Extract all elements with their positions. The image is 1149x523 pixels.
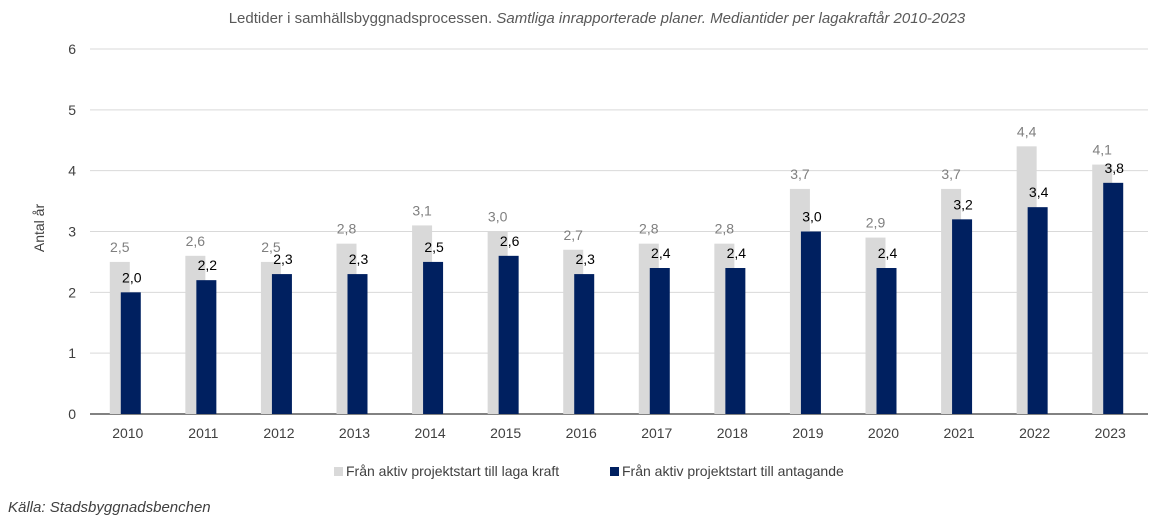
data-label-laga-kraft: 3,1 — [412, 202, 432, 218]
bar-antagande — [423, 261, 444, 414]
data-label-laga-kraft: 4,4 — [1017, 123, 1037, 139]
data-label-antagande: 2,4 — [651, 245, 671, 261]
data-label-antagande: 2,5 — [424, 239, 444, 255]
legend-swatch — [334, 467, 343, 476]
bar-antagande — [271, 274, 292, 414]
chart-subtitle: Samtliga inrapporterade planer. Medianti… — [496, 10, 966, 27]
x-tick-label: 2016 — [566, 425, 597, 441]
y-tick-label: 3 — [68, 224, 76, 240]
data-label-antagande: 3,2 — [953, 196, 973, 212]
y-tick-label: 0 — [68, 406, 76, 422]
gridlines — [90, 48, 1148, 415]
x-tick-label: 2013 — [339, 425, 370, 441]
data-label-laga-kraft: 2,9 — [866, 215, 886, 231]
data-label-laga-kraft: 3,7 — [941, 166, 961, 182]
y-tick-label: 2 — [68, 284, 76, 300]
data-label-antagande: 2,4 — [878, 245, 898, 261]
bar-antagande — [725, 268, 746, 414]
x-tick-label: 2017 — [641, 425, 672, 441]
legend-swatch — [610, 467, 619, 476]
data-label-antagande: 3,8 — [1104, 160, 1124, 176]
bar-antagande — [1103, 182, 1124, 414]
x-tick-label: 2012 — [263, 425, 294, 441]
data-label-laga-kraft: 3,0 — [488, 209, 508, 225]
data-label-antagande: 2,4 — [727, 245, 747, 261]
x-tick-label: 2022 — [1019, 425, 1050, 441]
bar-antagande — [347, 274, 368, 414]
data-label-laga-kraft: 3,7 — [790, 166, 810, 182]
bar-antagande — [498, 255, 519, 414]
data-label-laga-kraft: 2,5 — [110, 239, 130, 255]
x-tick-label: 2018 — [717, 425, 748, 441]
data-label-antagande: 3,0 — [802, 209, 822, 225]
bars — [109, 146, 1124, 415]
bar-antagande — [952, 219, 973, 414]
data-label-antagande: 2,3 — [575, 251, 595, 267]
data-label-laga-kraft: 2,5 — [261, 239, 281, 255]
y-tick-label: 4 — [68, 163, 76, 179]
y-axis-ticks: 0 1 2 3 4 5 6 — [68, 41, 76, 422]
data-label-laga-kraft: 2,8 — [337, 221, 357, 237]
data-label-antagande: 2,3 — [349, 251, 369, 267]
source-note: Källa: Stadsbyggnadsbenchen — [8, 499, 211, 516]
bar-antagande — [1027, 207, 1048, 414]
x-tick-label: 2023 — [1095, 425, 1126, 441]
x-tick-label: 2019 — [792, 425, 823, 441]
x-tick-label: 2010 — [112, 425, 143, 441]
data-label-antagande: 2,6 — [500, 233, 520, 249]
data-label-laga-kraft: 2,8 — [715, 221, 735, 237]
data-label-antagande: 2,0 — [122, 269, 142, 285]
x-axis-ticks: 2010 2011 2012 2013 2014 2015 2016 2017 2018 2019… — [112, 425, 1126, 441]
data-label-laga-kraft: 4,1 — [1092, 142, 1112, 158]
data-labels: 2,52,02,62,22,52,32,82,33,12,53,02,6 2,72… — [110, 123, 1124, 285]
legend-label: Från aktiv projektstart till laga kraft — [346, 463, 559, 479]
bar-antagande — [649, 268, 670, 414]
x-tick-label: 2021 — [943, 425, 974, 441]
legend-label: Från aktiv projektstart till antagande — [622, 463, 844, 479]
data-label-antagande: 3,4 — [1029, 184, 1049, 200]
bar-antagande — [120, 292, 141, 414]
y-tick-label: 1 — [68, 345, 76, 361]
data-label-laga-kraft: 2,6 — [186, 233, 206, 249]
legend: Från aktiv projektstart till laga kraft F… — [334, 463, 844, 479]
bar-antagande — [876, 268, 897, 414]
data-label-laga-kraft: 2,8 — [639, 221, 659, 237]
x-tick-label: 2015 — [490, 425, 521, 441]
y-tick-label: 6 — [68, 41, 76, 57]
data-label-laga-kraft: 2,7 — [563, 227, 583, 243]
data-label-antagande: 2,3 — [273, 251, 293, 267]
chart-title: Ledtider i samhällsbyggnadsprocessen. Sa… — [229, 10, 966, 27]
bar-antagande — [800, 231, 821, 414]
x-tick-label: 2020 — [868, 425, 899, 441]
chart-title-main: Ledtider i samhällsbyggnadsprocessen. — [229, 10, 493, 27]
x-tick-label: 2014 — [414, 425, 445, 441]
bar-antagande — [574, 274, 595, 414]
bar-antagande — [196, 280, 217, 414]
y-tick-label: 5 — [68, 102, 76, 118]
data-label-antagande: 2,2 — [198, 257, 218, 273]
x-tick-label: 2011 — [188, 425, 218, 441]
y-axis-label: Antal år — [31, 204, 47, 253]
